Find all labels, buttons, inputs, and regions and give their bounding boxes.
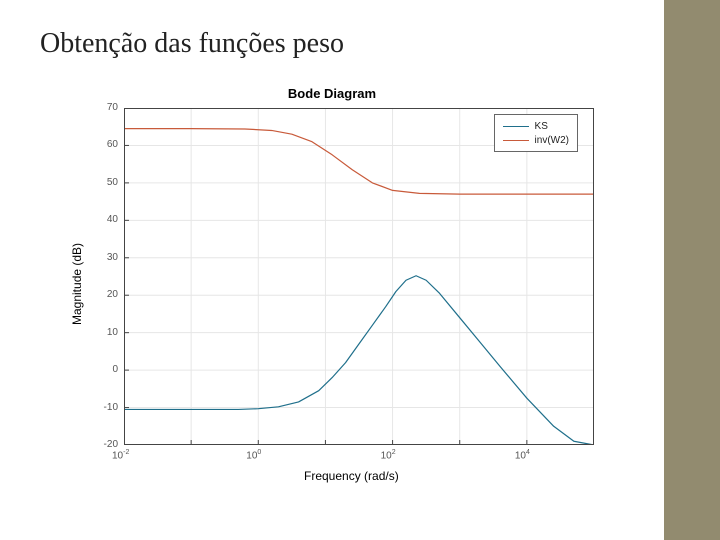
slide: Obtenção das funções peso Bode Diagram -… xyxy=(0,0,720,540)
y-tick-label: 60 xyxy=(107,139,118,150)
y-tick-label: 50 xyxy=(107,177,118,188)
side-accent-band xyxy=(664,0,720,540)
x-tick-label: 102 xyxy=(381,449,396,461)
legend-label: KS xyxy=(535,121,548,132)
page-title: Obtenção das funções peso xyxy=(40,28,344,60)
y-tick-label: -10 xyxy=(104,402,118,413)
legend-swatch xyxy=(503,140,529,141)
x-tick-label: 10-2 xyxy=(112,449,129,461)
y-tick-label: 10 xyxy=(107,327,118,338)
y-tick-label: 30 xyxy=(107,252,118,263)
y-axis-label: Magnitude (dB) xyxy=(70,242,84,324)
y-tick-label: 0 xyxy=(112,364,118,375)
y-tick-label: 40 xyxy=(107,214,118,225)
x-tick-label: 104 xyxy=(515,449,530,461)
legend-item: inv(W2) xyxy=(503,133,569,147)
plot-area xyxy=(124,108,594,445)
legend: KS inv(W2) xyxy=(494,114,578,152)
x-axis-label: Frequency (rad/s) xyxy=(304,469,399,483)
y-tick-label: 70 xyxy=(107,102,118,113)
bode-chart: Bode Diagram -20-1001020304050607010-210… xyxy=(52,82,612,497)
y-tick-label: 20 xyxy=(107,289,118,300)
legend-label: inv(W2) xyxy=(535,135,569,146)
plot-svg xyxy=(124,108,594,445)
x-tick-label: 100 xyxy=(246,449,261,461)
legend-swatch xyxy=(503,126,529,127)
chart-title: Bode Diagram xyxy=(52,86,612,101)
legend-item: KS xyxy=(503,119,569,133)
